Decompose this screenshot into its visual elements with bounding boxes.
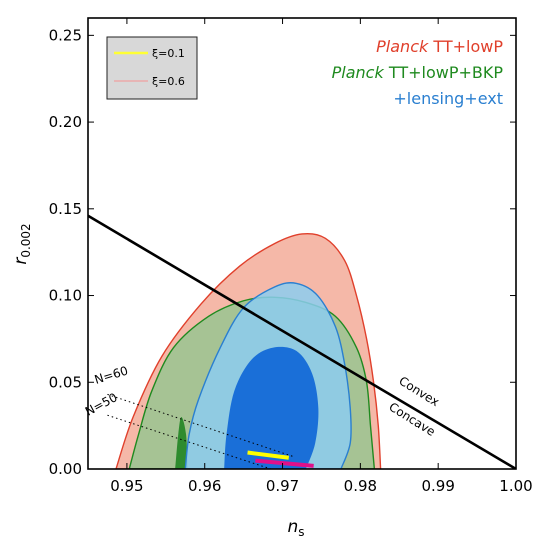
efold-line-n60 [107,393,295,458]
y-tick-label: 0.05 [49,373,82,391]
plot-frame [87,17,517,470]
y-axis-label: r0.002 [11,223,33,264]
dataset-label-planck-bkp: Planck TT+lowP+BKP [332,63,504,82]
efold-line-n50 [107,414,272,469]
legend-label-xi-0-6: ξ=0.6 [152,75,185,88]
legend-label-xi-0-1: ξ=0.1 [152,47,185,60]
lensing-ext-inner-contour [224,346,319,469]
convex-concave-boundary-line [88,214,516,469]
x-tick-label: 0.97 [266,477,299,495]
legend: ξ=0.1 ξ=0.6 [106,36,198,100]
x-tick-label: 0.96 [188,477,221,495]
y-tick-label: 0.10 [49,287,82,305]
model-segment-xi-0-6 [255,458,314,468]
x-axis-label: ns [287,517,304,539]
planck-bkp-inner-contour [175,416,188,469]
y-tick-label: 0.00 [49,460,82,478]
x-tick-label: 1.00 [499,477,532,495]
dataset-label-lensing-ext: +lensing+ext [393,89,503,108]
x-tick-label: 0.95 [110,477,143,495]
x-tick-label: 0.99 [421,477,454,495]
y-tick-label: 0.25 [49,26,82,44]
x-tick-label: 0.98 [344,477,377,495]
y-tick-label: 0.20 [49,113,82,131]
y-tick-label: 0.15 [49,200,82,218]
model-segment-xi-0-1 [247,450,290,460]
dataset-label-planck-tt-lowp: Planck TT+lowP [376,37,503,56]
legend-box [106,36,198,100]
